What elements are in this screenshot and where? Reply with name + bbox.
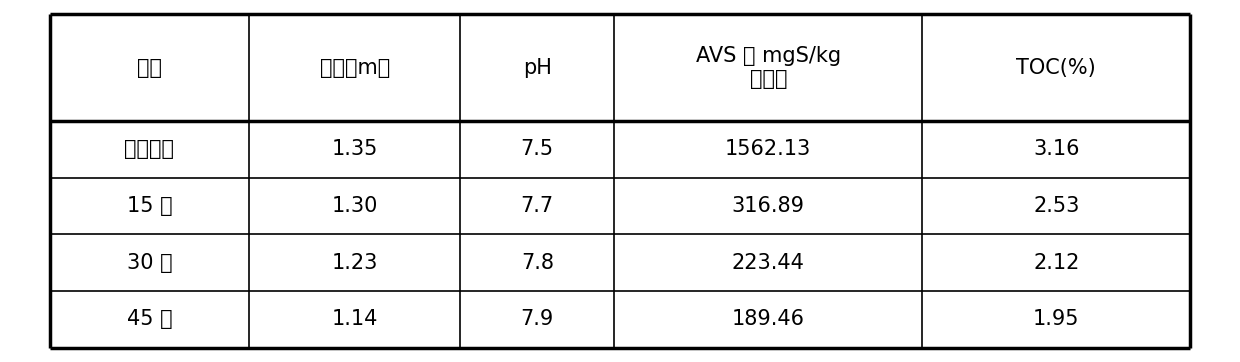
Text: 1562.13: 1562.13 [725, 139, 811, 159]
Text: 1.23: 1.23 [331, 253, 378, 273]
Text: pH: pH [523, 58, 552, 78]
Text: 316.89: 316.89 [732, 196, 805, 216]
Text: TOC(%): TOC(%) [1017, 58, 1096, 78]
Text: AVS （ mgS/kg
干泥）: AVS （ mgS/kg 干泥） [696, 46, 841, 89]
Text: 7.9: 7.9 [521, 309, 554, 329]
Text: 7.5: 7.5 [521, 139, 554, 159]
Text: 30 天: 30 天 [126, 253, 172, 273]
Text: 45 天: 45 天 [126, 309, 172, 329]
Text: 2.12: 2.12 [1033, 253, 1080, 273]
Text: 2.53: 2.53 [1033, 196, 1080, 216]
Text: 1.30: 1.30 [331, 196, 378, 216]
Text: 1.95: 1.95 [1033, 309, 1080, 329]
Text: 初始底泥: 初始底泥 [124, 139, 175, 159]
Text: 指标: 指标 [136, 58, 162, 78]
Text: 厚度（m）: 厚度（m） [320, 58, 389, 78]
Text: 15 天: 15 天 [126, 196, 172, 216]
Text: 223.44: 223.44 [732, 253, 805, 273]
Text: 7.7: 7.7 [521, 196, 554, 216]
Text: 7.8: 7.8 [521, 253, 554, 273]
Text: 1.14: 1.14 [331, 309, 378, 329]
Text: 189.46: 189.46 [732, 309, 805, 329]
Text: 1.35: 1.35 [331, 139, 378, 159]
Text: 3.16: 3.16 [1033, 139, 1080, 159]
